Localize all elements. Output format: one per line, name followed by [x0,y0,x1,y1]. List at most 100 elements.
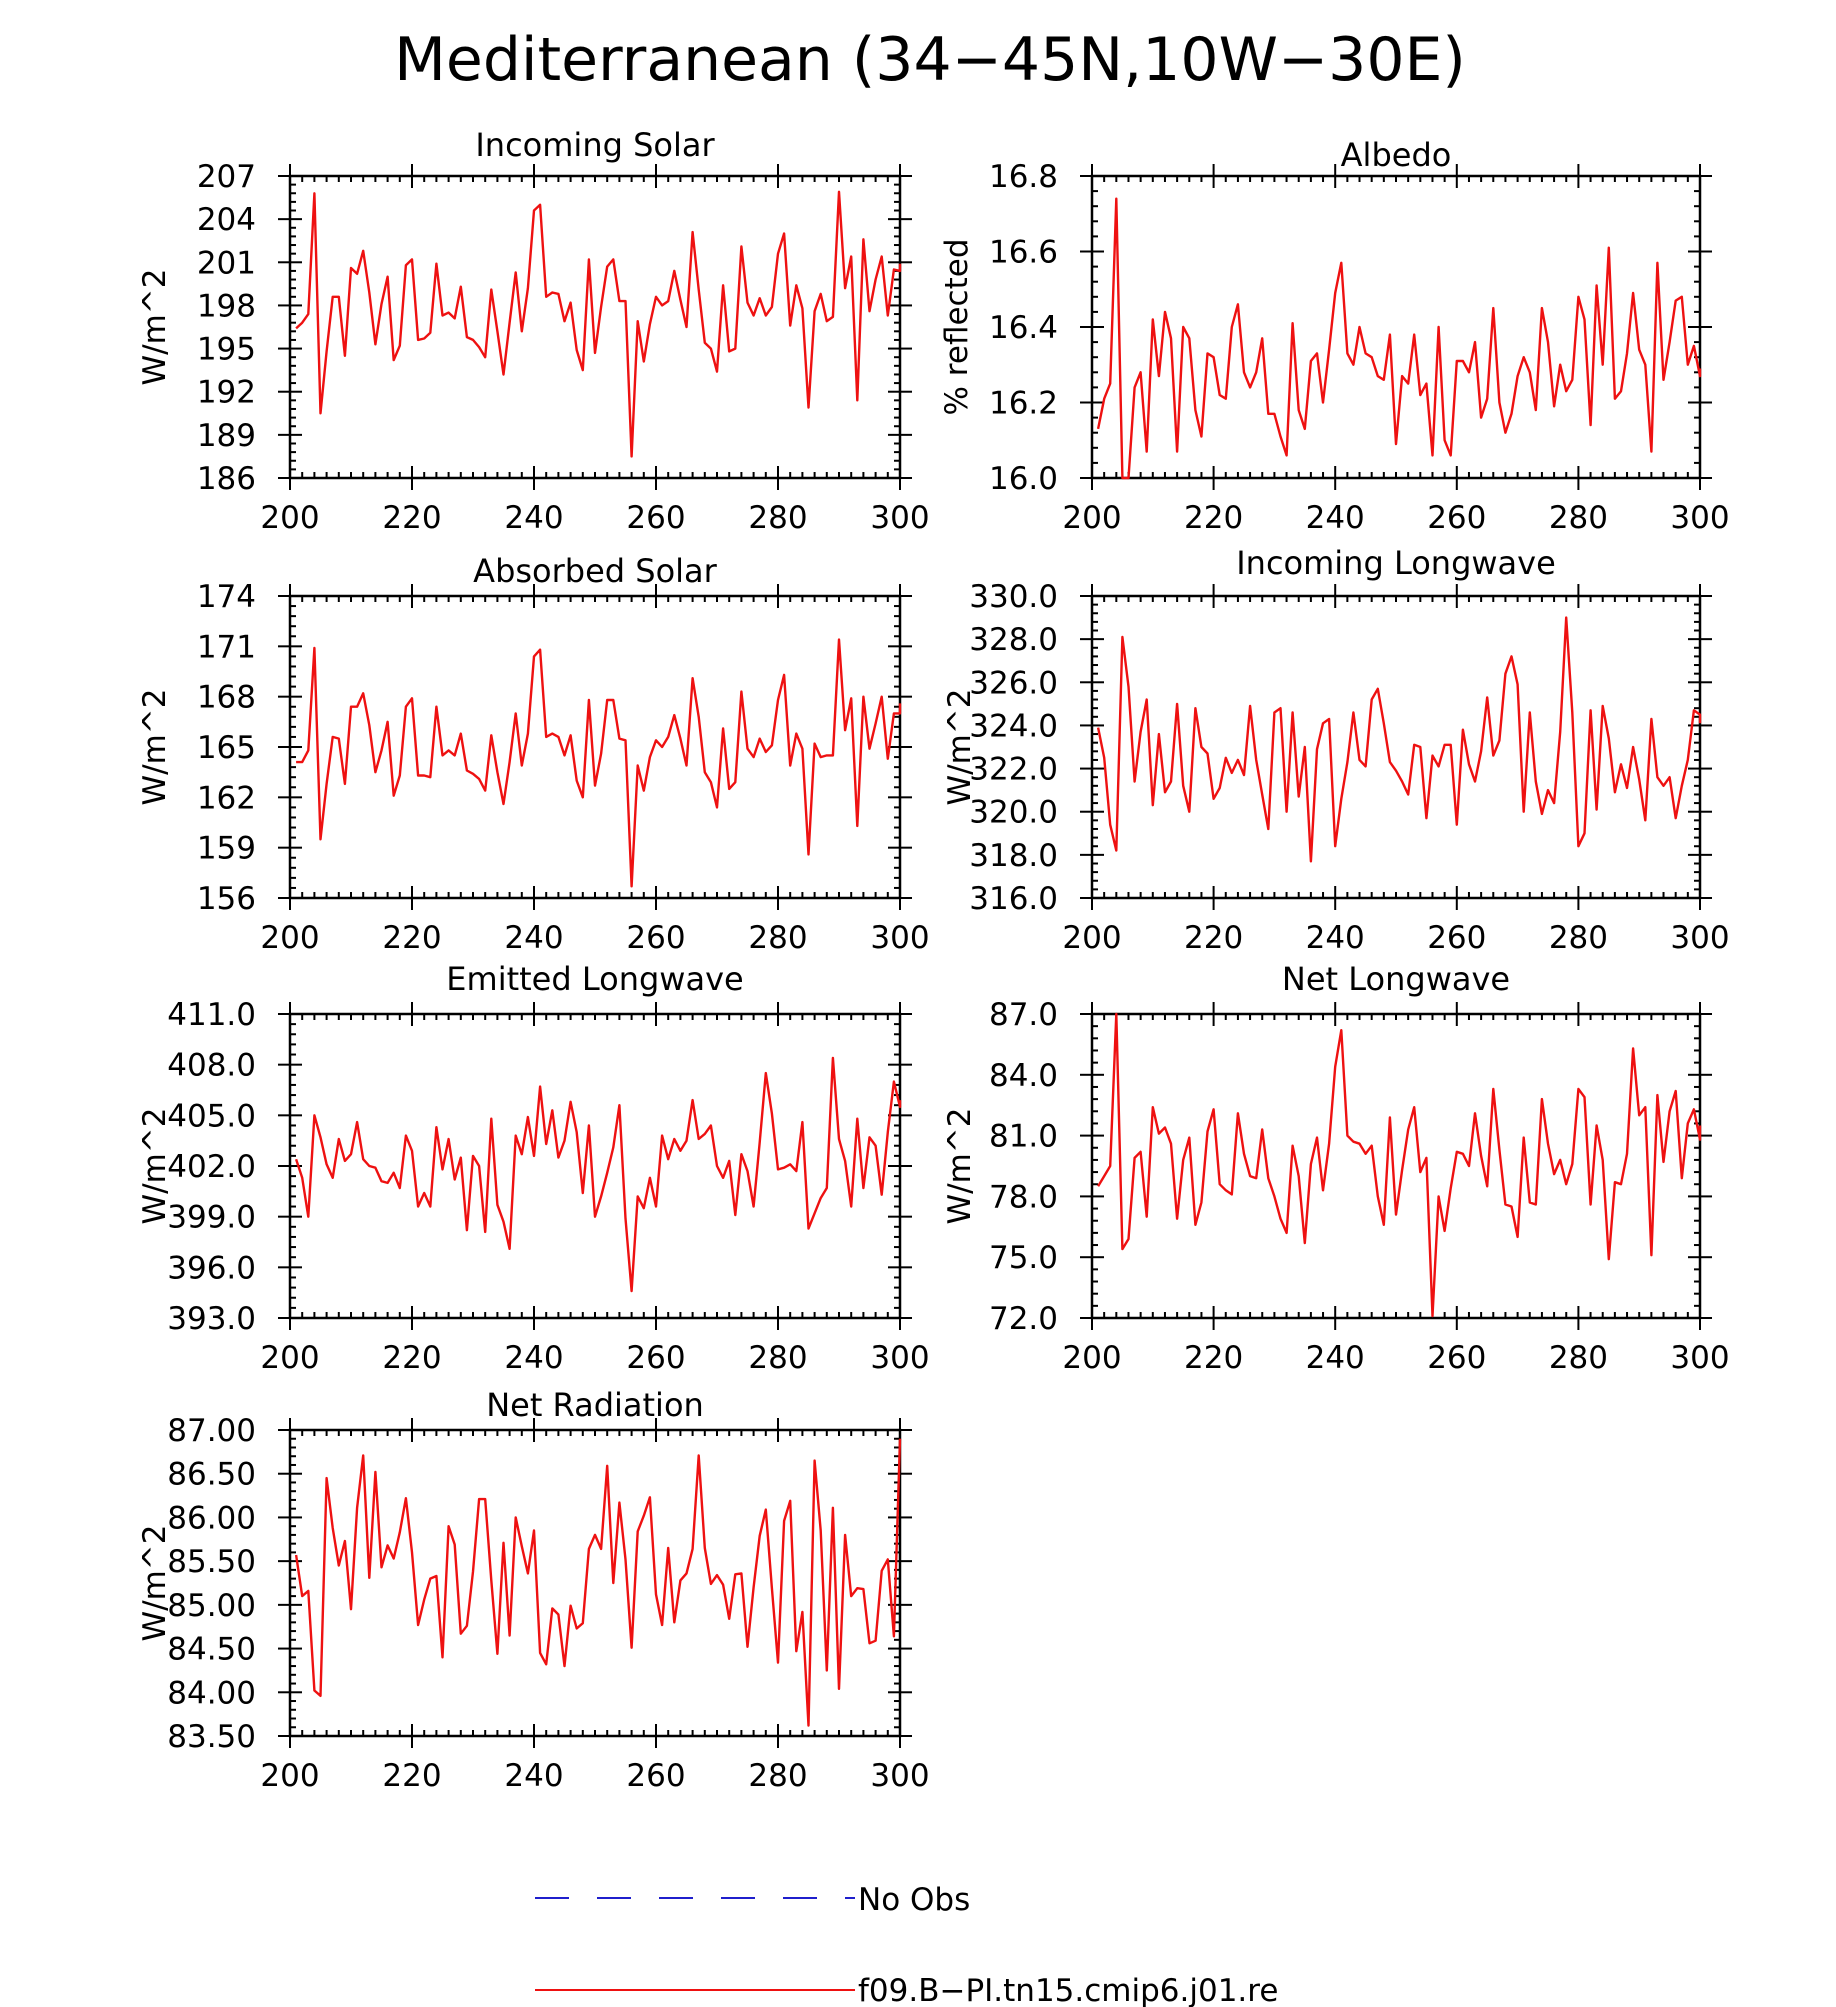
net-longwave-ylabel: W/m^2 [942,1108,978,1225]
albedo-ytick-label: 16.6 [989,235,1058,271]
incoming-solar-ytick-label: 198 [197,288,256,324]
incoming-solar-plot-frame [288,174,902,480]
net-radiation-ytick-label: 83.50 [167,1719,256,1755]
incoming-solar-title: Incoming Solar [475,126,715,164]
emitted-longwave-ylabel: W/m^2 [137,1108,173,1225]
incoming-solar-xtick-label: 220 [382,500,441,536]
albedo-ylabel: % reflected [939,239,975,416]
net-radiation-ytick-label: 86.00 [167,1500,256,1536]
incoming-longwave-ytick-label: 320.0 [969,795,1058,831]
albedo-xtick-label: 200 [1062,500,1121,536]
absorbed-solar-title: Absorbed Solar [473,552,717,590]
net-longwave-ytick-label: 87.0 [989,997,1058,1033]
absorbed-solar-xtick-label: 240 [504,920,563,956]
legend-model-label: f09.B−PI.tn15.cmip6.j01.re [858,1973,1278,2007]
legend-no-obs-label: No Obs [858,1882,970,1918]
incoming-solar-xtick-label: 260 [626,500,685,536]
incoming-longwave-ytick-label: 322.0 [969,752,1058,788]
absorbed-solar-xtick-label: 200 [260,920,319,956]
incoming-longwave-ytick-label: 328.0 [969,622,1058,658]
albedo-title: Albedo [1341,136,1452,174]
albedo-xtick-label: 260 [1427,500,1486,536]
incoming-solar-series-line [295,190,902,458]
emitted-longwave-panel: 200 220 240 260 280 300 393.0 396.0 399.0 402.0 40… [137,960,930,1376]
emitted-longwave-xtick-label: 220 [382,1340,441,1376]
net-longwave-ytick-label: 81.0 [989,1119,1058,1155]
absorbed-solar-xtick-label: 300 [870,920,929,956]
incoming-longwave-ytick-label: 316.0 [969,881,1058,917]
albedo-ytick-label: 16.0 [989,461,1058,497]
emitted-longwave-xtick-label: 300 [870,1340,929,1376]
emitted-longwave-xtick-label: 280 [748,1340,807,1376]
absorbed-solar-ytick-label: 162 [197,780,256,816]
incoming-solar-ytick-label: 207 [197,159,256,195]
emitted-longwave-series-line [294,1056,902,1293]
emitted-longwave-ytick-label: 399.0 [167,1200,256,1236]
emitted-longwave-xtick-label: 200 [260,1340,319,1376]
albedo-xtick-label: 220 [1184,500,1243,536]
incoming-solar-xtick-label: 280 [748,500,807,536]
panels: 200 220 240 260 280 300 186 189 192 195 198 201 204 2… [137,126,1730,1794]
net-longwave-ytick-label: 78.0 [989,1179,1058,1215]
incoming-solar-ytick-label: 195 [197,332,256,368]
net-longwave-title: Net Longwave [1282,960,1510,998]
net-radiation-ytick-label: 84.00 [167,1675,256,1711]
albedo-ytick-label: 16.4 [989,310,1058,346]
emitted-longwave-ytick-label: 408.0 [167,1048,256,1084]
incoming-longwave-xtick-label: 260 [1427,920,1486,956]
net-radiation-xtick-label: 280 [748,1758,807,1794]
albedo-ytick-label: 16.8 [989,159,1058,195]
emitted-longwave-ytick-label: 411.0 [167,997,256,1033]
emitted-longwave-xtick-label: 240 [504,1340,563,1376]
emitted-longwave-ytick-label: 396.0 [167,1250,256,1286]
incoming-longwave-xtick-label: 280 [1549,920,1608,956]
net-longwave-xtick-label: 200 [1062,1340,1121,1376]
net-longwave-xtick-label: 300 [1670,1340,1729,1376]
albedo-xtick-label: 300 [1670,500,1729,536]
incoming-longwave-ytick-label: 326.0 [969,665,1058,701]
net-radiation-xtick-label: 300 [870,1758,929,1794]
albedo-ytick-label: 16.2 [989,386,1058,422]
incoming-solar-ytick-label: 189 [197,418,256,454]
emitted-longwave-title: Emitted Longwave [446,960,743,998]
incoming-longwave-ytick-label: 330.0 [969,579,1058,615]
absorbed-solar-ytick-label: 159 [197,831,256,867]
net-radiation-ytick-label: 86.50 [167,1457,256,1493]
absorbed-solar-xtick-label: 260 [626,920,685,956]
emitted-longwave-xtick-label: 260 [626,1340,685,1376]
absorbed-solar-ylabel: W/m^2 [137,689,173,806]
net-radiation-xtick-label: 220 [382,1758,441,1794]
absorbed-solar-panel: 200 220 240 260 280 300 156 159 162 165 168 171 174 A… [137,552,930,956]
incoming-longwave-xtick-label: 300 [1670,920,1729,956]
net-radiation-ytick-label: 85.00 [167,1588,256,1624]
albedo-xtick-label: 240 [1306,500,1365,536]
emitted-longwave-plot-frame [288,1012,902,1320]
absorbed-solar-ytick-label: 156 [197,881,256,917]
incoming-solar-xtick-label: 300 [870,500,929,536]
incoming-solar-ytick-label: 204 [197,202,256,238]
incoming-longwave-ytick-label: 318.0 [969,838,1058,874]
absorbed-solar-xtick-label: 280 [748,920,807,956]
incoming-solar-ytick-label: 186 [197,461,256,497]
net-radiation-ytick-label: 85.50 [167,1544,256,1580]
net-longwave-ytick-label: 72.0 [989,1301,1058,1337]
net-radiation-series-line [294,1438,902,1727]
incoming-solar-xtick-label: 240 [504,500,563,536]
net-radiation-ytick-label: 87.00 [167,1413,256,1449]
absorbed-solar-ytick-label: 171 [197,629,256,665]
figure-title: Mediterranean (34−45N,10W−30E) [394,25,1466,95]
emitted-longwave-ytick-label: 393.0 [167,1301,256,1337]
net-longwave-ytick-label: 84.0 [989,1058,1058,1094]
net-longwave-xtick-label: 220 [1184,1340,1243,1376]
incoming-longwave-ytick-label: 324.0 [969,708,1058,744]
net-longwave-series-line [1097,1012,1702,1318]
net-radiation-xtick-label: 240 [504,1758,563,1794]
net-radiation-ylabel: W/m^2 [137,1525,173,1642]
net-longwave-ytick-label: 75.0 [989,1240,1058,1276]
net-longwave-xtick-label: 280 [1549,1340,1608,1376]
absorbed-solar-xtick-label: 220 [382,920,441,956]
incoming-solar-xtick-label: 200 [260,500,319,536]
net-radiation-xtick-label: 260 [626,1758,685,1794]
net-longwave-xtick-label: 240 [1306,1340,1365,1376]
